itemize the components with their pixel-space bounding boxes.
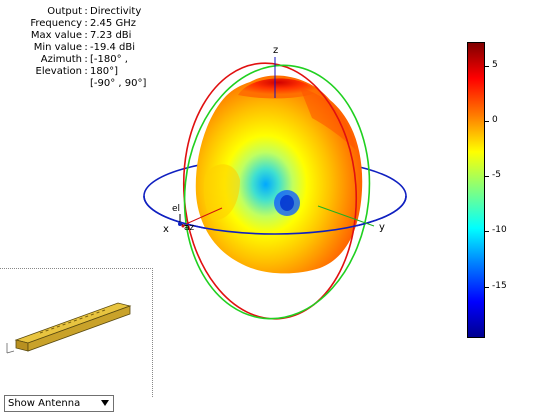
dropdown-selected-value: Show Antenna [8,398,81,409]
colorbar-tick-label: 5 [492,60,498,70]
show-antenna-dropdown[interactable]: Show Antenna [4,395,114,412]
radiation-lobe [195,75,363,274]
colorbar-tick-label: 0 [492,115,498,125]
colorbar-tick-label: -15 [492,281,507,291]
info-value: Directivity [90,6,142,17]
x-axis-line [185,207,223,225]
antenna-thumbnail [6,302,132,354]
info-value: -19.4 dBi [90,42,136,53]
azimuth-circle-front [143,195,407,235]
colorbar-tick-label: -5 [492,170,501,180]
colorbar-tick [484,231,489,232]
colorbar-tick [484,176,489,177]
info-key: Max value [30,30,82,41]
info-key: Min value [33,42,82,53]
info-value: 2.45 GHz [90,18,136,29]
z-axis-label: z [273,45,279,56]
info-value: [-180° , [90,54,128,65]
x-axis-label: x [163,224,169,235]
colorbar-tick [484,287,489,288]
info-key: Output [47,6,82,17]
y-axis-line [317,205,375,227]
info-value: 7.23 dBi [90,30,132,41]
colorbar-tick [484,66,489,67]
antenna-preview-panel [0,268,153,397]
info-row-elevation: Elevation: 180°] [0,66,150,78]
elevation-axis-label: el [172,204,181,214]
info-row-max: Max value: 7.23 dBi [0,30,150,42]
info-row-output: Output: Directivity [0,6,150,18]
colorbar-tick-label: -10 [492,225,507,235]
pattern-info-panel: Output: Directivity Frequency: 2.45 GHz … [0,6,150,90]
azimuth-axis-label: az [184,223,195,233]
directivity-colorbar [467,42,485,338]
colorbar-tick [484,121,489,122]
info-row-frequency: Frequency: 2.45 GHz [0,18,150,30]
info-row-azimuth: Azimuth: [-180° , [0,54,150,66]
info-key: Elevation [35,66,82,77]
orientation-triad [178,214,189,228]
info-row-min: Min value: -19.4 dBi [0,42,150,54]
info-key: Frequency [30,18,82,29]
info-elevation-range: [-90° , 90°] [90,78,147,89]
info-value: 180°] [90,66,118,77]
info-key: Azimuth [40,54,82,65]
y-axis-label: y [379,222,385,233]
elevation-circle-green [183,64,371,320]
chevron-down-icon[interactable] [101,400,109,406]
